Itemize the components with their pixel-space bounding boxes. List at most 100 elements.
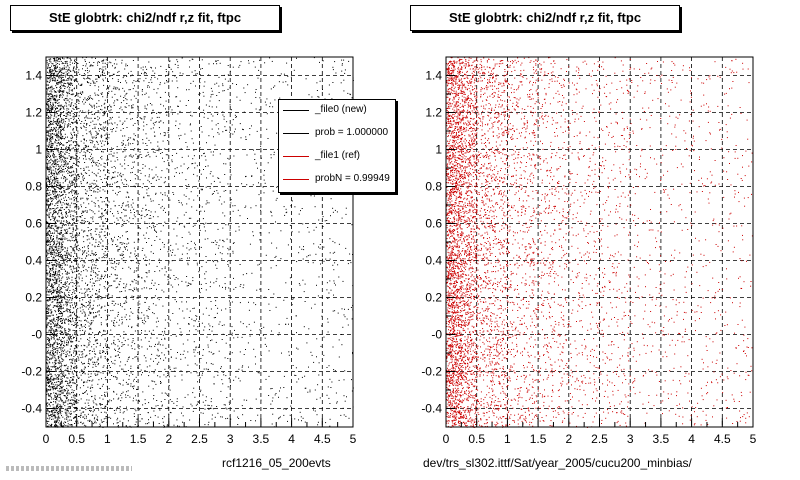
data-point xyxy=(93,136,95,138)
data-point xyxy=(53,191,55,193)
data-point xyxy=(59,184,61,186)
data-point xyxy=(132,281,134,283)
data-point xyxy=(54,67,55,69)
data-point xyxy=(48,340,50,342)
data-point xyxy=(58,127,60,129)
data-point xyxy=(50,381,52,382)
data-point xyxy=(81,326,83,328)
data-point xyxy=(92,159,94,161)
data-point xyxy=(54,276,56,278)
data-point xyxy=(73,117,75,119)
data-point xyxy=(75,285,77,287)
data-point xyxy=(57,294,59,296)
data-point xyxy=(60,393,62,395)
data-point xyxy=(81,258,83,260)
data-point xyxy=(49,411,51,413)
data-point xyxy=(98,409,100,411)
data-point xyxy=(72,282,74,283)
data-point xyxy=(61,91,63,93)
data-point xyxy=(83,202,85,204)
data-point xyxy=(46,311,48,313)
data-point xyxy=(81,306,83,308)
data-point xyxy=(70,314,72,316)
data-point xyxy=(78,145,80,146)
data-point xyxy=(115,376,117,378)
data-point xyxy=(63,268,65,270)
data-point xyxy=(64,321,65,323)
data-point xyxy=(60,308,62,310)
data-point xyxy=(97,342,99,344)
data-point xyxy=(52,97,54,99)
data-point xyxy=(53,72,55,74)
data-point xyxy=(68,170,70,172)
data-point xyxy=(68,82,70,84)
data-point xyxy=(95,265,97,267)
data-point xyxy=(83,99,85,101)
data-point xyxy=(71,171,73,173)
data-point xyxy=(74,173,76,175)
data-point xyxy=(58,415,60,417)
data-point xyxy=(100,307,102,309)
data-point xyxy=(103,278,104,279)
data-point xyxy=(83,385,85,387)
data-point xyxy=(87,386,89,388)
data-point xyxy=(73,390,75,391)
data-point xyxy=(100,317,102,318)
data-point xyxy=(60,209,62,211)
data-point xyxy=(131,295,133,297)
data-point xyxy=(59,365,61,367)
data-point xyxy=(60,383,62,385)
data-point xyxy=(58,277,60,279)
data-point xyxy=(53,191,55,193)
data-point xyxy=(105,246,107,248)
data-point xyxy=(120,383,121,385)
data-point xyxy=(58,327,60,329)
data-point xyxy=(60,387,62,389)
data-point xyxy=(49,162,51,164)
data-point xyxy=(46,117,48,119)
data-point xyxy=(60,424,62,426)
data-point xyxy=(75,279,77,281)
data-point xyxy=(46,272,48,274)
data-point xyxy=(53,295,55,297)
data-point xyxy=(54,59,56,61)
data-point xyxy=(48,399,50,401)
data-point xyxy=(98,290,100,292)
data-point xyxy=(85,115,87,117)
data-point xyxy=(75,258,76,260)
data-point xyxy=(53,336,55,338)
data-point xyxy=(71,425,73,427)
data-point xyxy=(51,283,53,285)
data-point xyxy=(53,213,54,215)
data-point xyxy=(99,149,101,150)
data-point xyxy=(54,340,56,342)
data-point xyxy=(46,277,48,279)
data-point xyxy=(60,340,62,342)
data-point xyxy=(66,370,68,372)
data-point xyxy=(107,184,109,186)
data-point xyxy=(61,191,63,193)
data-point xyxy=(111,266,113,268)
data-point xyxy=(105,126,107,128)
data-point xyxy=(74,260,75,262)
data-point xyxy=(112,267,114,269)
data-point xyxy=(90,229,92,230)
data-point xyxy=(106,367,108,369)
data-point xyxy=(86,255,88,257)
data-point xyxy=(100,75,102,77)
data-point xyxy=(100,238,102,240)
data-point xyxy=(68,120,70,122)
data-point xyxy=(72,162,74,164)
data-point xyxy=(74,140,76,142)
data-point xyxy=(54,334,56,336)
data-point xyxy=(104,405,106,407)
data-point xyxy=(107,314,109,316)
data-point xyxy=(75,296,76,297)
data-point xyxy=(121,224,123,225)
data-point xyxy=(97,305,99,307)
data-point xyxy=(133,80,135,82)
data-point xyxy=(53,282,55,284)
data-point xyxy=(71,190,73,192)
data-point xyxy=(53,412,55,414)
data-point xyxy=(105,197,107,199)
